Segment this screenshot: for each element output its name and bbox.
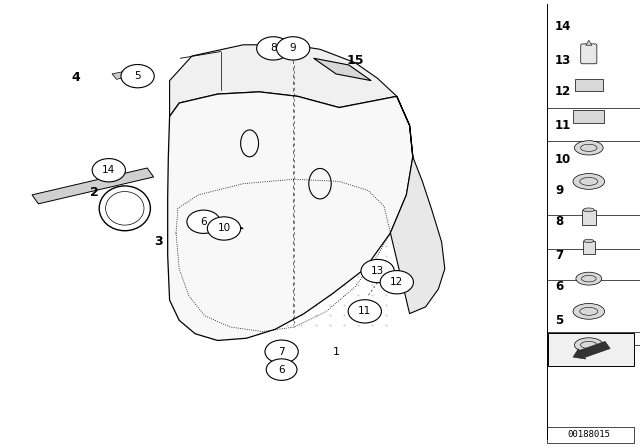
Polygon shape — [112, 72, 127, 79]
Circle shape — [348, 300, 381, 323]
FancyBboxPatch shape — [575, 79, 603, 91]
Text: 14: 14 — [102, 165, 115, 175]
Text: 5: 5 — [134, 71, 141, 81]
Text: 4: 4 — [71, 71, 80, 85]
Polygon shape — [586, 40, 592, 45]
Text: 8: 8 — [555, 215, 563, 228]
Ellipse shape — [575, 141, 603, 155]
Text: 6: 6 — [200, 217, 207, 227]
FancyBboxPatch shape — [573, 110, 604, 123]
Polygon shape — [32, 168, 154, 204]
Circle shape — [276, 37, 310, 60]
Text: 6: 6 — [278, 365, 285, 375]
Circle shape — [207, 217, 241, 240]
Text: 13: 13 — [555, 54, 571, 67]
Ellipse shape — [584, 239, 594, 243]
Circle shape — [121, 65, 154, 88]
Circle shape — [92, 159, 125, 182]
Circle shape — [361, 259, 394, 283]
Ellipse shape — [583, 208, 595, 212]
Text: 6: 6 — [555, 280, 563, 293]
Polygon shape — [170, 45, 397, 116]
Circle shape — [265, 340, 298, 363]
Ellipse shape — [573, 303, 605, 319]
Text: 3: 3 — [154, 235, 163, 249]
Text: 11: 11 — [555, 119, 571, 132]
Text: 9: 9 — [555, 184, 563, 197]
FancyBboxPatch shape — [548, 333, 634, 366]
FancyArrow shape — [573, 341, 611, 359]
Text: 5: 5 — [555, 314, 563, 327]
Ellipse shape — [575, 338, 603, 352]
Text: 9: 9 — [290, 43, 296, 53]
Text: 10: 10 — [218, 224, 230, 233]
Polygon shape — [189, 222, 243, 231]
Text: 14: 14 — [555, 20, 572, 34]
Text: 8: 8 — [270, 43, 276, 53]
Circle shape — [266, 359, 297, 380]
Polygon shape — [390, 96, 445, 314]
FancyBboxPatch shape — [582, 241, 595, 254]
Text: 7: 7 — [555, 249, 563, 262]
Circle shape — [380, 271, 413, 294]
FancyBboxPatch shape — [582, 210, 596, 225]
FancyBboxPatch shape — [580, 44, 597, 64]
Polygon shape — [314, 58, 371, 81]
Text: 10: 10 — [555, 152, 571, 166]
Text: 11: 11 — [358, 306, 371, 316]
Text: 12: 12 — [555, 85, 571, 99]
Ellipse shape — [576, 272, 602, 285]
Circle shape — [257, 37, 290, 60]
Ellipse shape — [573, 173, 605, 190]
Circle shape — [187, 210, 220, 233]
Text: 12: 12 — [390, 277, 403, 287]
Text: 13: 13 — [371, 266, 384, 276]
Text: 2: 2 — [90, 186, 99, 199]
Text: 15: 15 — [346, 54, 364, 67]
Text: 7: 7 — [278, 347, 285, 357]
Polygon shape — [168, 92, 413, 340]
Text: 1: 1 — [333, 347, 339, 357]
Text: 00188015: 00188015 — [567, 430, 611, 439]
